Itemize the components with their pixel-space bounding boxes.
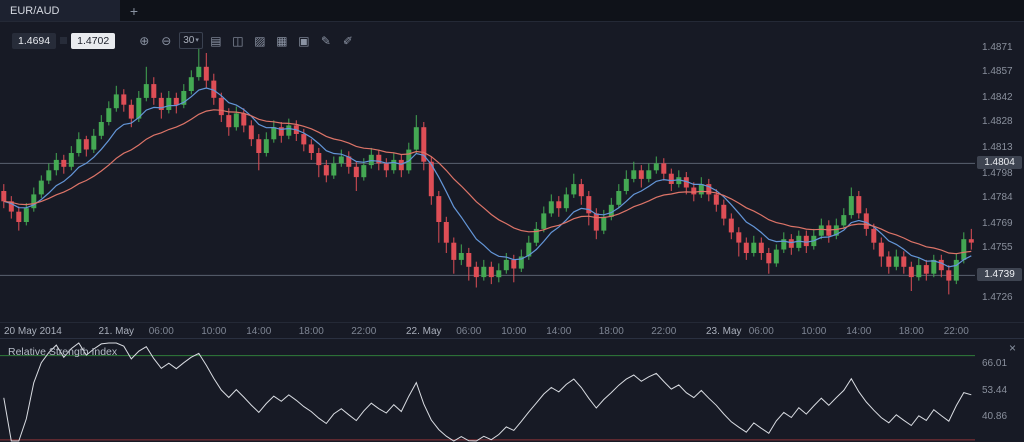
price-tick-label: 1.4784 bbox=[982, 191, 1013, 203]
time-tick-label: 22:00 bbox=[351, 326, 377, 337]
time-tick-label: 23. May bbox=[705, 326, 742, 337]
candlestick-chart[interactable] bbox=[0, 22, 975, 322]
rsi-tick-label: 53.44 bbox=[982, 384, 1008, 396]
time-tick-label: 06:00 bbox=[456, 326, 482, 337]
time-tick-label: 10:00 bbox=[801, 326, 827, 337]
chevron-down-icon: ▾ bbox=[195, 37, 199, 44]
price-tick-label: 1.4871 bbox=[982, 41, 1013, 53]
time-tick-label: 18:00 bbox=[298, 326, 324, 337]
time-tick-label: 06:00 bbox=[148, 326, 174, 337]
marker-icon[interactable]: ✐ bbox=[342, 33, 353, 48]
time-tick-label: 14:00 bbox=[546, 326, 572, 337]
rsi-chart bbox=[0, 339, 975, 442]
time-tick-label: 14:00 bbox=[846, 326, 872, 337]
rsi-tick-label: 66.01 bbox=[982, 358, 1008, 370]
sell-price-badge[interactable]: 1.4694 bbox=[12, 32, 57, 49]
spread-indicator bbox=[60, 37, 68, 44]
chart-area: 1.4694 1.4702 ⊕ ⊖ 30 ▾ ▤ ◫ ▨ ▦ ▣ ✎ ✐ 1.4871 1.4857 1… bbox=[0, 22, 1024, 338]
line-chart-style-icon[interactable]: ▨ bbox=[254, 33, 266, 48]
price-tick-label: 1.4798 bbox=[982, 167, 1013, 179]
time-tick-label: 10:00 bbox=[501, 326, 527, 337]
price-tick-label: 1.4726 bbox=[982, 291, 1013, 303]
chart-toolbar: 1.4694 1.4702 ⊕ ⊖ 30 ▾ ▤ ◫ ▨ ▦ ▣ ✎ ✐ bbox=[12, 32, 357, 49]
bar-chart-style-icon[interactable]: ▤ bbox=[210, 33, 222, 48]
time-axis[interactable]: 20 May 2014 21. May 06:00 10:00 14:00 18:00 22… bbox=[0, 322, 1024, 338]
rsi-tick-label: 40.86 bbox=[982, 411, 1008, 423]
buy-price-badge[interactable]: 1.4702 bbox=[71, 32, 116, 49]
price-tick-label: 1.4857 bbox=[982, 66, 1013, 77]
time-tick-label: 14:00 bbox=[246, 326, 272, 337]
time-tick-label: 21. May bbox=[98, 326, 135, 337]
price-axis[interactable]: 1.4871 1.4857 1.4842 1.4828 1.4813 1.4798 1.47… bbox=[975, 22, 1024, 322]
tab-label: EUR/AUD bbox=[10, 4, 60, 17]
price-line-badge: 1.4739 bbox=[977, 268, 1022, 282]
indicators-icon[interactable]: ▦ bbox=[276, 33, 288, 48]
time-tick-label: 18:00 bbox=[898, 326, 924, 337]
snapshot-icon[interactable]: ▣ bbox=[298, 33, 310, 48]
tab-bar: EUR/AUD + bbox=[0, 0, 1024, 22]
price-tick-label: 1.4828 bbox=[982, 116, 1013, 127]
time-tick-label: 22:00 bbox=[943, 326, 969, 337]
timeframe-30-button[interactable]: 30 ▾ bbox=[179, 32, 203, 49]
candlestick-style-icon[interactable]: ◫ bbox=[232, 33, 244, 48]
draw-icon[interactable]: ✎ bbox=[320, 33, 331, 48]
tab-eur-aud[interactable]: EUR/AUD bbox=[0, 0, 120, 21]
price-tick-label: 1.4842 bbox=[982, 91, 1013, 103]
rsi-panel: Relative Strength Index × 66.01 53.44 40.8… bbox=[0, 338, 1024, 442]
new-tab-button[interactable]: + bbox=[129, 2, 139, 19]
time-tick-label: 20 May 2014 bbox=[4, 326, 62, 337]
rsi-axis: 66.01 53.44 40.86 bbox=[975, 339, 1024, 442]
time-tick-label: 10:00 bbox=[201, 326, 227, 337]
price-line-badge: 1.4804 bbox=[977, 156, 1022, 170]
price-tick-label: 1.4813 bbox=[982, 141, 1013, 153]
time-tick-label: 18:00 bbox=[598, 326, 624, 337]
rsi-close-icon[interactable]: × bbox=[1008, 341, 1016, 355]
price-tick-label: 1.4769 bbox=[982, 217, 1013, 229]
zoom-out-icon[interactable]: ⊖ bbox=[161, 33, 172, 48]
time-tick-label: 22. May bbox=[405, 326, 442, 337]
time-tick-label: 22:00 bbox=[651, 326, 677, 337]
zoom-in-icon[interactable]: ⊕ bbox=[139, 33, 150, 48]
rsi-header: Relative Strength Index × bbox=[8, 341, 1024, 360]
price-tick-label: 1.4755 bbox=[982, 241, 1013, 253]
time-tick-label: 06:00 bbox=[748, 326, 774, 337]
toolbar-icons: ⊕ ⊖ 30 ▾ ▤ ◫ ▨ ▦ ▣ ✎ ✐ bbox=[135, 32, 357, 49]
rsi-title: Relative Strength Index bbox=[8, 346, 118, 358]
